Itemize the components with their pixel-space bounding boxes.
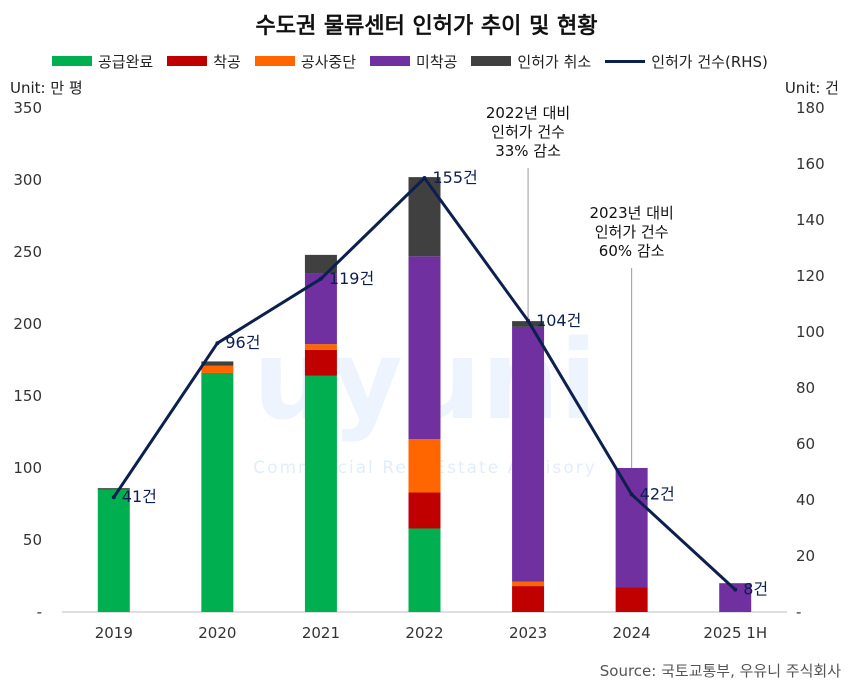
legend-item-permit-cancel: 인허가 취소 <box>471 51 591 72</box>
permit-count-point <box>422 176 427 180</box>
legend-label-supply-complete: 공급완료 <box>98 52 154 71</box>
left-axis-tick-label: 200 <box>13 315 42 333</box>
right-axis-tick-label: 60 <box>796 435 815 453</box>
permit-count-point <box>111 495 116 500</box>
annotation-text: 인허가 건수 <box>491 123 565 141</box>
permit-count-point <box>215 341 220 346</box>
legend-label-permit-count: 인허가 건수(RHS) <box>651 52 768 71</box>
right-axis-tick-label: 180 <box>796 99 825 117</box>
bar-segment <box>304 349 337 376</box>
legend: 공급완료 착공 공사중단 미착공 인허가 취소 인허가 건수(RHS) <box>52 50 768 72</box>
bar-segment <box>408 439 441 493</box>
annotation-text: 33% 감소 <box>495 142 561 160</box>
x-axis-tick-label: 2022 <box>405 624 443 642</box>
bar-segment <box>512 581 545 587</box>
left-axis-tick-label: - <box>37 603 42 621</box>
legend-label-construction-start: 착공 <box>213 52 241 71</box>
legend-swatch-permit-count <box>605 59 646 63</box>
right-axis-tick-label: - <box>796 603 801 621</box>
legend-item-construction-halt: 공사중단 <box>254 51 357 72</box>
permit-count-data-label: 96건 <box>225 333 260 352</box>
chart-title: 수도권 물류센터 인허가 추이 및 현황 <box>255 14 598 39</box>
permit-count-point <box>526 318 531 323</box>
bar-segment <box>408 492 441 529</box>
right-axis-tick-label: 100 <box>796 323 825 341</box>
legend-item-supply-complete: 공급완료 <box>52 51 153 72</box>
bar-segment <box>512 326 545 582</box>
x-axis-tick-label: 2025 1H <box>703 624 767 642</box>
x-axis-tick-label: 2019 <box>95 624 133 642</box>
right-axis-tick-label: 80 <box>796 379 815 397</box>
permit-count-data-label: 155건 <box>433 168 478 187</box>
permit-count-point <box>629 492 634 497</box>
bar-segment <box>97 489 130 612</box>
legend-swatch-construction-halt <box>254 56 295 66</box>
left-axis-tick-label: 150 <box>13 387 42 405</box>
x-axis-tick-label: 2021 <box>302 624 340 642</box>
bar-segment <box>615 468 648 588</box>
legend-swatch-not-started <box>370 56 411 66</box>
legend-label-construction-halt: 공사중단 <box>300 52 357 71</box>
right-axis-tick-label: 20 <box>796 547 815 565</box>
bar-segment <box>408 256 441 440</box>
bar-segment <box>201 372 234 612</box>
annotation-text: 60% 감소 <box>599 242 665 260</box>
bar-segment <box>304 344 337 350</box>
bar-segment <box>201 365 234 373</box>
right-axis-tick-label: 160 <box>796 155 825 173</box>
bar-segment <box>201 361 234 366</box>
x-axis-tick-label: 2020 <box>198 624 236 642</box>
permit-count-data-label: 8건 <box>743 580 768 599</box>
right-axis-tick-label: 140 <box>796 211 825 229</box>
annotation-text: 2023년 대비 <box>589 204 673 222</box>
left-axis-unit: Unit: 만 평 <box>10 79 83 97</box>
source-note: Source: 국토교통부, 우유니 주식회사 <box>599 662 841 680</box>
permit-count-data-label: 104건 <box>536 311 581 330</box>
bar-segment <box>615 587 648 612</box>
x-axis-tick-label: 2023 <box>509 624 547 642</box>
right-axis-tick-label: 40 <box>796 491 815 509</box>
permit-count-data-label: 119건 <box>329 269 374 288</box>
left-axis-tick-label: 300 <box>13 171 42 189</box>
bar-segment <box>304 254 337 274</box>
bar-segment <box>408 528 441 612</box>
legend-item-permit-count: 인허가 건수(RHS) <box>605 51 768 72</box>
legend-item-construction-start: 착공 <box>167 51 241 72</box>
bar-segment <box>97 488 130 490</box>
legend-label-not-started: 미착공 <box>416 52 458 71</box>
legend-swatch-permit-cancel <box>471 56 512 66</box>
annotation-text: 2022년 대비 <box>486 104 570 122</box>
permit-count-data-label: 41건 <box>122 487 157 506</box>
permit-count-data-label: 42건 <box>640 484 675 503</box>
legend-item-not-started: 미착공 <box>370 51 457 72</box>
legend-label-permit-cancel: 인허가 취소 <box>517 52 592 71</box>
bar-segment <box>512 586 545 612</box>
left-axis-tick-label: 350 <box>13 99 42 117</box>
legend-swatch-construction-start <box>167 56 208 66</box>
right-axis-tick-label: 120 <box>796 267 825 285</box>
permit-count-point <box>733 587 738 592</box>
left-axis-tick-label: 50 <box>23 531 42 549</box>
x-axis-tick-label: 2024 <box>613 624 651 642</box>
right-axis-unit: Unit: 건 <box>784 79 839 97</box>
permit-count-point <box>318 276 323 281</box>
left-axis-tick-label: 250 <box>13 243 42 261</box>
bar-segment <box>512 321 545 327</box>
bar-segment <box>304 375 337 612</box>
left-axis-tick-label: 100 <box>13 459 42 477</box>
annotation-text: 인허가 건수 <box>595 223 669 241</box>
legend-swatch-supply-complete <box>52 56 92 66</box>
